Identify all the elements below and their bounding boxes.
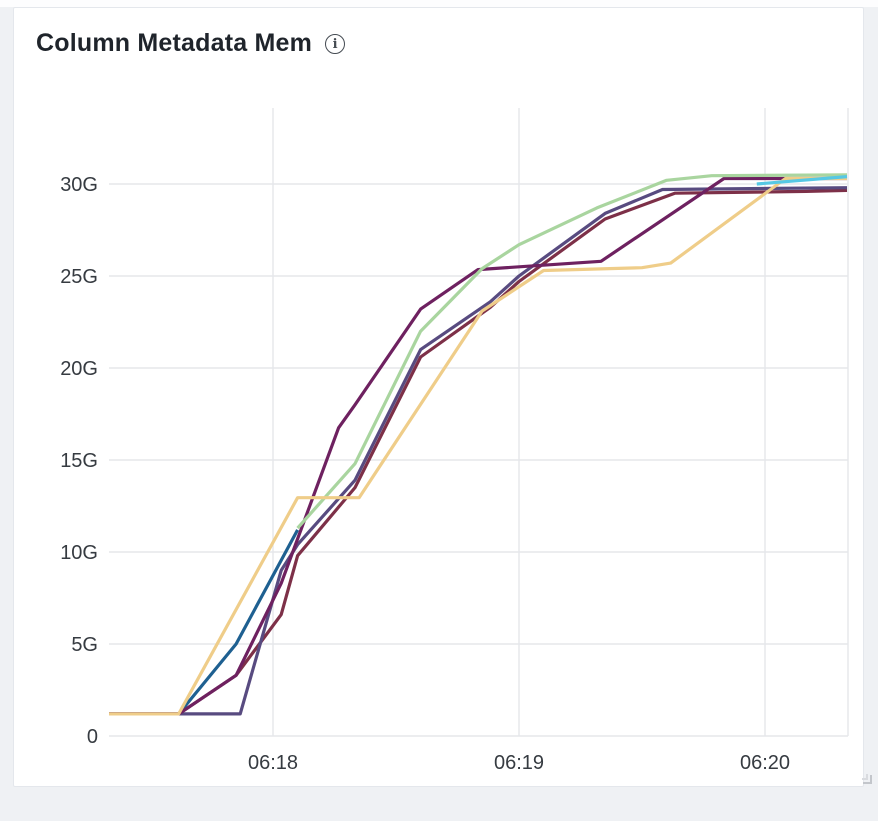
panel-header: Column Metadata Mem i [36, 26, 346, 60]
mem-series-yellow [109, 176, 847, 716]
chart-svg: 0 5G 10G 15G 20G 25G 30G 06:18 06:19 06:20 [60, 108, 849, 774]
panel-card: Column Metadata Mem i 0 5G 10G 15G 20G 25G 30G… [13, 7, 872, 787]
panel-title[interactable]: Column Metadata Mem [36, 28, 313, 57]
page-top-strip [0, 0, 878, 7]
info-icon[interactable]: i [325, 34, 346, 54]
panel-resize-handle[interactable] [862, 774, 872, 784]
y-tick-label: 0 [87, 726, 98, 748]
x-tick-label: 06:19 [494, 752, 544, 774]
y-tick-label: 10G [60, 542, 98, 564]
y-tick-label: 15G [60, 450, 98, 472]
mem-series-green [296, 173, 848, 530]
y-tick-label: 20G [60, 358, 98, 380]
y-tick-label: 5G [71, 634, 98, 656]
x-tick-label: 06:18 [248, 752, 298, 774]
line-chart: 0 5G 10G 15G 20G 25G 30G 06:18 06:19 06:20 [14, 8, 878, 816]
mem-series-slate-purple [109, 186, 848, 716]
mem-series-maroon [109, 176, 847, 716]
mem-series-cyan [756, 175, 848, 186]
y-tick-label: 25G [60, 266, 98, 288]
mem-series-blue [109, 529, 300, 716]
x-tick-label: 06:20 [740, 752, 790, 774]
y-tick-label: 30G [60, 174, 98, 196]
